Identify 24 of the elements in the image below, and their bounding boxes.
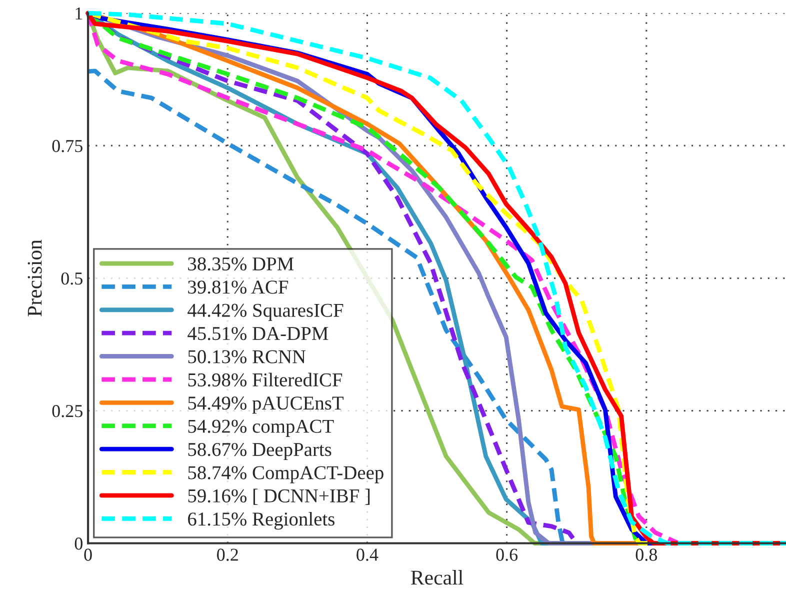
legend-label: 38.35% DPM: [188, 257, 294, 271]
legend-label: 54.92% compACT: [188, 420, 334, 437]
y-tick-label: 0.25: [52, 404, 82, 418]
legend-label: 45.51% DA-DPM: [188, 326, 328, 340]
y-tick-label: 0.75: [52, 140, 82, 152]
x-tick-label: 0.2: [217, 548, 238, 561]
legend-label: 39.81% ACF: [188, 280, 288, 294]
legend-label: 58.74% CompACT-Deep: [188, 466, 384, 484]
x-tick-label: 0.4: [356, 548, 378, 561]
legend-label: 59.16% [ DCNN+IBF ]: [188, 488, 370, 505]
x-axis-title: Recall: [411, 570, 464, 585]
legend-label: 58.67% DeepParts: [188, 442, 332, 460]
x-tick-label: 0: [84, 548, 92, 561]
x-tick-label: 0.6: [496, 548, 518, 561]
y-tick-label: 1: [76, 7, 82, 20]
legend-label: 44.42% SquaresICF: [188, 304, 344, 321]
legend-label: 54.49% pAUCEnsT: [188, 396, 344, 414]
legend-label: 61.15% Regionlets: [188, 512, 334, 530]
y-tick-label: 0: [74, 538, 82, 550]
x-tick-label: 0.8: [636, 548, 658, 561]
y-axis-title: Precision: [28, 240, 42, 316]
y-tick-label: 0.5: [61, 272, 82, 285]
legend-label: 53.98% FilteredICF: [188, 372, 342, 387]
legend-label: 50.13% RCNN: [188, 350, 306, 364]
